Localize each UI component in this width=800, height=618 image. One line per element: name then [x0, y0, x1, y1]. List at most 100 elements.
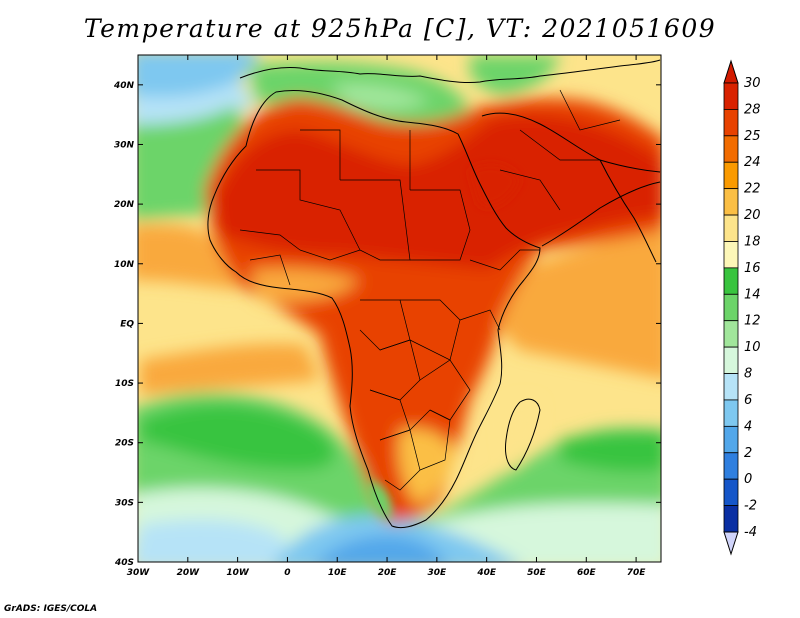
- border-17: [559, 89, 621, 131]
- x-tick-label: 20W: [177, 568, 201, 578]
- y-tick-label: 30N: [114, 140, 135, 150]
- x-tick-label: 10W: [226, 568, 250, 578]
- y-tick-label: EQ: [120, 319, 134, 329]
- field-atlantic-orange: [138, 223, 240, 290]
- africa-coastline: [207, 89, 541, 529]
- field-south-ocean-green-dark: [140, 403, 661, 472]
- colorbar-label: 25: [744, 129, 761, 144]
- field-north-atlantic-blue: [138, 55, 258, 101]
- colorbar-segment: [723, 135, 739, 163]
- field-north-green-east: [470, 55, 560, 95]
- x-axis-ticks: 30W 20W 10W 0 10E 20E 30E 40E 50E 60E 70E: [127, 55, 647, 578]
- colorbar-label: 14: [744, 287, 761, 302]
- coastlines: [207, 59, 661, 529]
- y-tick-label: 20N: [114, 200, 135, 210]
- colorbar-segment: [723, 346, 739, 374]
- field-south-ocean-deepblue: [317, 535, 446, 562]
- colorbar-bottom-triangle: [723, 531, 739, 556]
- colorbar-label: 24: [744, 155, 761, 170]
- colorbar-top-triangle: [723, 59, 739, 84]
- x-tick-label: 70E: [627, 568, 647, 578]
- field-atlantic-sw-orange: [140, 343, 320, 395]
- colorbar-segment: [723, 320, 739, 348]
- colorbar-segment: [723, 478, 739, 506]
- colorbar-segment: [723, 399, 739, 427]
- india-coastline: [599, 159, 657, 263]
- colorbar-segment: [723, 161, 739, 190]
- border-19: [249, 254, 291, 286]
- field-west-africa-orange: [250, 268, 360, 302]
- field-indian-ocean-orange: [470, 230, 661, 379]
- country-borders: [239, 89, 621, 491]
- colorbar-label: -4: [744, 525, 757, 540]
- field-south-africa-yellow: [398, 428, 455, 505]
- border-11: [409, 409, 451, 471]
- x-tick-label: 50E: [527, 568, 547, 578]
- border-14: [459, 309, 501, 331]
- field-red-sea-hot: [470, 164, 520, 207]
- y-tick-label: 20S: [115, 439, 134, 449]
- x-tick-label: 40E: [476, 568, 497, 578]
- colorbar-segment: [723, 505, 739, 533]
- field-atlantic-green: [138, 105, 250, 220]
- colorbar-label: 8: [744, 367, 752, 382]
- europe-coastline: [239, 59, 661, 83]
- y-axis-ticks: 40N 30N 20N 10N EQ 10S 20S 30S 40S: [113, 81, 661, 568]
- y-tick-label: 10S: [115, 379, 134, 389]
- colorbar-segment: [723, 293, 739, 322]
- colorbar-segment: [723, 267, 739, 295]
- colorbar-segment: [723, 452, 739, 480]
- border-4: [300, 129, 341, 180]
- colorbar-segment: [723, 109, 739, 137]
- x-tick-label: 20E: [378, 568, 398, 578]
- temperature-field: [138, 55, 661, 562]
- colorbar-label: 30: [744, 76, 761, 91]
- colorbar-segment: [723, 241, 739, 269]
- border-12: [379, 429, 421, 491]
- border-16: [499, 169, 561, 211]
- x-tick-label: 30E: [428, 568, 448, 578]
- x-tick-label: 10E: [328, 568, 348, 578]
- colorbar-label: 0: [744, 472, 752, 487]
- colorbar-segment: [723, 188, 739, 216]
- field-central-africa-warm: [360, 293, 467, 422]
- plot-frame: [137, 54, 662, 563]
- y-tick-label: 30S: [115, 498, 134, 508]
- y-tick-label: 10N: [114, 260, 135, 270]
- y-tick-label: 40N: [113, 81, 135, 91]
- border-1: [256, 169, 361, 261]
- colorbar-label: 28: [744, 102, 761, 117]
- colorbar-segment: [723, 82, 739, 110]
- madagascar-coastline: [505, 398, 541, 471]
- arabia-coastline: [481, 112, 661, 247]
- x-tick-label: 60E: [577, 568, 597, 578]
- border-3: [410, 189, 471, 261]
- colorbar-segment: [723, 373, 739, 401]
- colorbar-label: 10: [744, 340, 761, 355]
- colorbar-label: 22: [744, 182, 761, 197]
- border-15: [519, 129, 600, 161]
- field-south-ocean-lightblue: [138, 519, 296, 562]
- colorbar-label: 6: [744, 393, 752, 408]
- x-tick-label: 30W: [127, 568, 151, 578]
- field-madagascar-yellow: [504, 400, 538, 470]
- grads-credit: GrADS: IGES/COLA: [4, 604, 98, 614]
- border-18: [239, 229, 301, 251]
- colorbar-label: 20: [744, 208, 761, 223]
- colorbar-label: 16: [744, 261, 761, 276]
- border-13: [469, 249, 540, 271]
- colorbar-label: 2: [744, 446, 752, 461]
- colorbar-label: 4: [744, 419, 752, 434]
- field-sahara-hot: [215, 115, 661, 270]
- field-mediterranean-pale: [330, 83, 430, 110]
- colorbar-label: -2: [744, 499, 757, 514]
- x-tick-label: 0: [284, 568, 290, 578]
- colorbar-label: 18: [744, 234, 761, 249]
- colorbar-segment: [723, 214, 739, 242]
- map-title: Temperature at 925hPa [C], VT: 202105160…: [83, 14, 717, 43]
- colorbar-label: 12: [744, 314, 761, 329]
- y-tick-label: 40S: [114, 558, 134, 568]
- colorbar-segment: [723, 425, 739, 454]
